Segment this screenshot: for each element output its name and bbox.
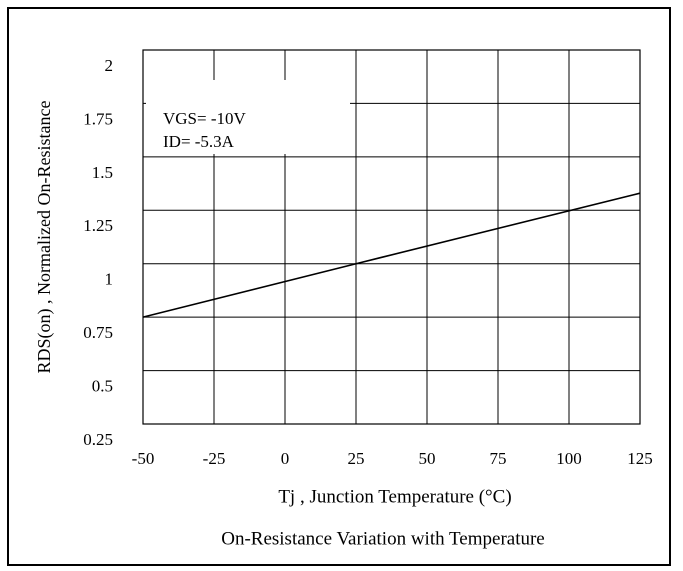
y-axis-label: RDS(on) , Normalized On-Resistance xyxy=(34,101,55,374)
y-tick-label: 1.5 xyxy=(92,163,113,182)
y-tick-label: 0.75 xyxy=(83,323,113,342)
annotation: ID= -5.3A xyxy=(163,132,235,151)
frame xyxy=(7,7,671,566)
y-tick-label: 2 xyxy=(105,56,114,75)
data-line xyxy=(142,192,641,318)
x-tick-label: 125 xyxy=(627,449,653,468)
annotation-box xyxy=(146,80,350,154)
x-tick-label: 0 xyxy=(281,449,290,468)
plot-border xyxy=(142,49,641,425)
y-tick-label: 1 xyxy=(105,270,114,289)
y-tick-label: 1.75 xyxy=(83,109,113,128)
x-tick-label: -50 xyxy=(132,449,155,468)
annotation: VGS= -10V xyxy=(163,109,247,128)
x-tick-label: 100 xyxy=(556,449,582,468)
y-tick-label: 0.5 xyxy=(92,376,113,395)
x-axis-label: Tj , Junction Temperature (°C) xyxy=(278,486,511,507)
x-tick-label: 75 xyxy=(490,449,507,468)
x-tick-label: 25 xyxy=(348,449,365,468)
x-tick-label: 50 xyxy=(419,449,436,468)
y-tick-label: 0.25 xyxy=(83,430,113,449)
chart-title: On-Resistance Variation with Temperature xyxy=(221,528,545,549)
y-tick-label: 1.25 xyxy=(83,216,113,235)
x-tick-label: -25 xyxy=(203,449,226,468)
